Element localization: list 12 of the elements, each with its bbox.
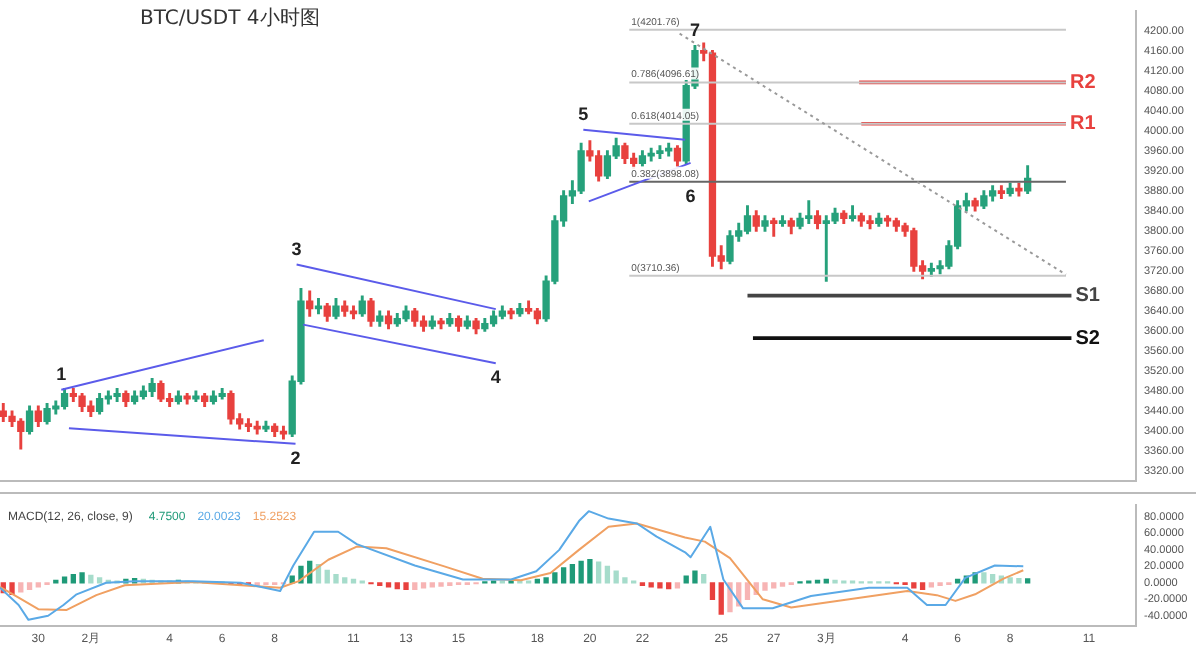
annotation: 5 [578, 103, 589, 124]
series-label: R1 [1069, 113, 1097, 136]
annotation: 1 [56, 363, 67, 384]
series-label: S1 [1075, 285, 1101, 308]
annotation: 2 [290, 447, 301, 468]
chart-title: BTC/USDT 4小时图 [140, 5, 320, 32]
annotation: 4 [490, 367, 501, 388]
annotation: 3 [291, 238, 302, 259]
series-label: R2 [1069, 71, 1097, 94]
series-label: S2 [1075, 327, 1101, 350]
annotation: 7 [689, 19, 700, 40]
annotation: 6 [685, 185, 696, 206]
